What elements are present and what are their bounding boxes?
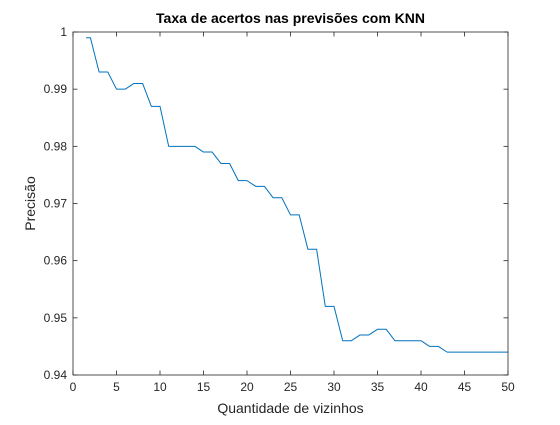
x-tick-label: 40 [414, 380, 428, 394]
x-tick-label: 15 [197, 380, 211, 394]
x-tick-label: 45 [458, 380, 472, 394]
x-tick-label: 5 [113, 380, 120, 394]
x-tick-label: 10 [153, 380, 167, 394]
y-axis-label: Precisão [22, 176, 38, 231]
x-tick-label: 25 [284, 380, 298, 394]
x-tick-label: 50 [501, 380, 515, 394]
x-tick-label: 20 [240, 380, 254, 394]
y-tick-label: 0.94 [44, 368, 68, 382]
y-tick-label: 1 [60, 25, 67, 39]
series-line [86, 37, 508, 353]
x-tick-label: 35 [371, 380, 385, 394]
y-tick-label: 0.95 [44, 311, 68, 325]
y-tick-label: 0.96 [44, 254, 68, 268]
plot-area [73, 32, 508, 375]
chart-title: Taxa de acertos nas previsões com KNN [156, 10, 425, 26]
y-tick-label: 0.99 [44, 82, 68, 96]
series-layer [86, 37, 508, 353]
y-tick-label: 0.97 [44, 197, 68, 211]
x-tick-label: 30 [327, 380, 341, 394]
x-tick-label: 0 [70, 380, 77, 394]
y-axis-ticks: 0.94 0.95 0.96 0.97 0.98 0.99 1 [44, 25, 508, 382]
y-tick-label: 0.98 [44, 139, 68, 153]
x-axis-label: Quantidade de vizinhos [217, 400, 363, 416]
x-axis-ticks: 0 5 10 15 20 25 30 35 40 45 50 [70, 32, 515, 394]
